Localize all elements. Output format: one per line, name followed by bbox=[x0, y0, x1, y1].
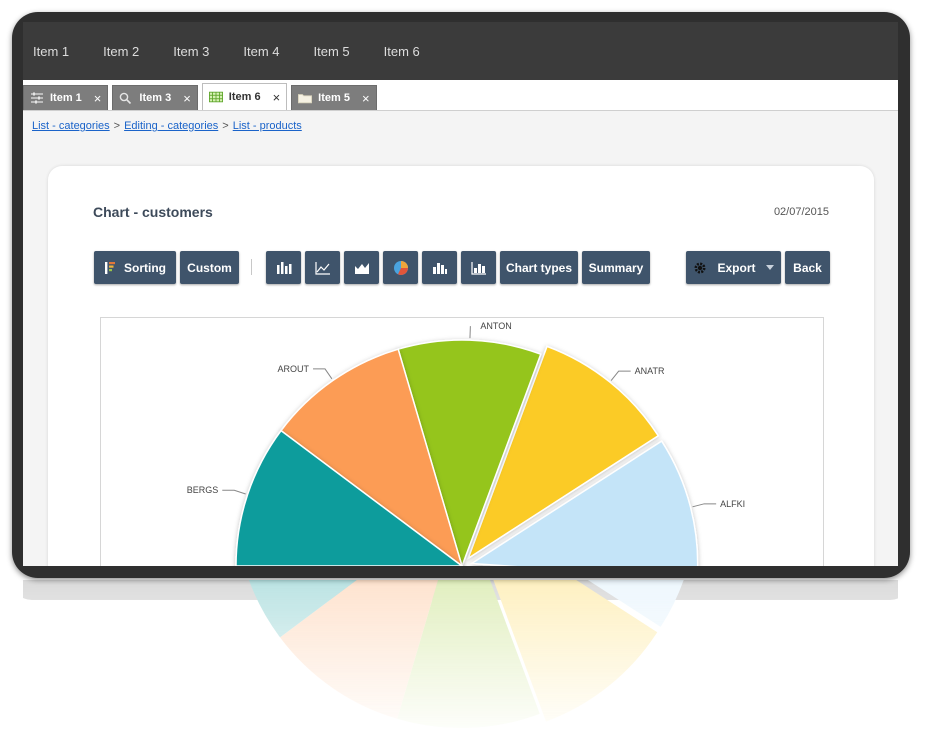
label-connector bbox=[610, 370, 631, 381]
tab-label: Item 5 bbox=[318, 92, 350, 104]
tab-item-3[interactable]: Item 3 × bbox=[112, 85, 198, 110]
search-icon bbox=[119, 92, 133, 104]
breadcrumb-link-categories[interactable]: List - categories bbox=[32, 120, 110, 132]
pie-slice-alfki[interactable] bbox=[469, 440, 699, 566]
data-label-arout: AROUT bbox=[278, 364, 310, 374]
area-chart-button[interactable] bbox=[344, 251, 379, 284]
close-icon[interactable]: × bbox=[183, 90, 191, 106]
sorting-button[interactable]: Sorting bbox=[94, 251, 176, 284]
reflection-slice-anatr bbox=[493, 580, 658, 722]
data-label-anton: ANTON bbox=[480, 321, 511, 331]
sort-icon bbox=[104, 261, 116, 275]
export-button[interactable]: Export bbox=[686, 251, 781, 284]
tab-item-1[interactable]: Item 1 × bbox=[23, 85, 109, 110]
pie-chart-reflection bbox=[248, 580, 684, 728]
chart-types-button[interactable]: Chart types bbox=[500, 251, 578, 284]
line-chart-button[interactable] bbox=[305, 251, 340, 284]
pie-chart-button[interactable] bbox=[383, 251, 418, 284]
close-icon[interactable]: × bbox=[361, 90, 370, 106]
bar-chart-button[interactable] bbox=[266, 251, 301, 284]
chart-area: ALFKI ANATR ANTON AROUT BERGS bbox=[100, 317, 824, 566]
breadcrumb-link-products[interactable]: List - products bbox=[232, 120, 302, 132]
tab-item-6[interactable]: Item 6 × bbox=[201, 83, 288, 110]
breadcrumb-link-editing[interactable]: Editing - categories bbox=[124, 120, 219, 132]
breadcrumb-separator: > bbox=[113, 120, 121, 132]
close-icon[interactable]: × bbox=[272, 89, 281, 105]
menu-item-3[interactable]: Item 3 bbox=[173, 43, 210, 59]
area-chart-icon bbox=[354, 261, 370, 275]
toolbar-divider bbox=[251, 259, 252, 275]
tab-label: Item 6 bbox=[228, 91, 261, 103]
stacked-bar-chart-button[interactable] bbox=[461, 251, 496, 284]
line-chart-icon bbox=[314, 261, 331, 275]
label-connector bbox=[692, 503, 717, 508]
sliders-icon bbox=[30, 92, 44, 104]
page-title: Chart - customers bbox=[93, 204, 213, 220]
top-menu-bar: Item 1 Item 2 Item 3 Item 4 Item 5 Item … bbox=[23, 22, 898, 80]
custom-button[interactable]: Custom bbox=[180, 251, 239, 284]
sorting-label: Sorting bbox=[124, 260, 166, 275]
pie-slice-anatr[interactable] bbox=[466, 345, 660, 561]
reflection-slice-anton bbox=[397, 580, 540, 728]
data-label-bergs: BERGS bbox=[187, 485, 219, 495]
menu-item-1[interactable]: Item 1 bbox=[33, 43, 70, 59]
chevron-down-icon bbox=[765, 265, 774, 270]
breadcrumb: List - categories > Editing - categories > L… bbox=[32, 120, 302, 132]
back-button[interactable]: Back bbox=[785, 251, 830, 284]
breadcrumb-separator: > bbox=[222, 120, 229, 132]
menu-item-6[interactable]: Item 6 bbox=[383, 43, 420, 59]
reflection-slice-alfki bbox=[587, 580, 684, 627]
menu-item-4[interactable]: Item 4 bbox=[243, 43, 280, 59]
app-screen: Item 1 × Item 3 × Item 6 × bbox=[23, 80, 898, 566]
tab-label: Item 1 bbox=[50, 92, 82, 104]
summary-button[interactable]: Summary bbox=[582, 251, 650, 284]
reflection-slice-bergs bbox=[248, 580, 357, 638]
pie-slice-anton[interactable] bbox=[397, 339, 542, 566]
tab-item-5[interactable]: Item 5 × bbox=[291, 85, 377, 110]
tab-bar: Item 1 × Item 3 × Item 6 × bbox=[23, 80, 898, 111]
bar-chart-icon bbox=[276, 261, 292, 275]
column-chart-button[interactable] bbox=[422, 251, 457, 284]
gear-icon bbox=[693, 261, 707, 275]
screen-reflection bbox=[23, 580, 898, 740]
label-connector bbox=[313, 368, 333, 380]
reflection-slice-arout bbox=[280, 580, 439, 719]
stacked-bar-chart-icon bbox=[470, 261, 487, 275]
pie-chart-icon bbox=[393, 260, 409, 276]
date-label: 02/07/2015 bbox=[773, 206, 829, 218]
pie-slice-arout[interactable] bbox=[279, 348, 463, 566]
data-label-alfki: ALFKI bbox=[720, 499, 745, 509]
menu-item-2[interactable]: Item 2 bbox=[103, 43, 140, 59]
data-label-anatr: ANATR bbox=[635, 366, 665, 376]
tab-label: Item 3 bbox=[139, 92, 172, 104]
pie-slice-bergs[interactable] bbox=[235, 429, 464, 566]
pie-chart: ALFKI ANATR ANTON AROUT BERGS bbox=[187, 321, 745, 566]
folder-icon bbox=[298, 92, 313, 104]
close-icon[interactable]: × bbox=[93, 90, 102, 106]
label-connector bbox=[222, 489, 246, 495]
reflection-frame bbox=[23, 580, 898, 600]
grid-icon bbox=[208, 91, 223, 103]
chart-card: Chart - customers 02/07/2015 Sorting Cus… bbox=[48, 166, 874, 566]
column-chart-icon bbox=[432, 261, 448, 275]
export-label: Export bbox=[717, 260, 756, 275]
menu-item-5[interactable]: Item 5 bbox=[313, 43, 350, 59]
